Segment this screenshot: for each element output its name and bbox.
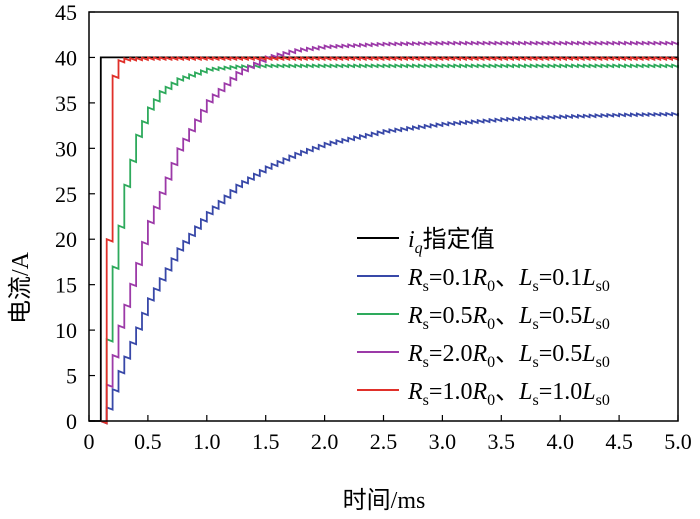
series-line — [100, 56, 679, 425]
x-tick-label: 1.0 — [193, 429, 221, 454]
x-tick-label: 1.5 — [252, 429, 280, 454]
plot-lines — [89, 40, 679, 425]
legend-label: Rs=0.5R0、Ls=0.5Ls0 — [407, 303, 610, 333]
y-axis-label: 电流/A — [7, 251, 34, 324]
y-tick-label: 20 — [55, 227, 77, 252]
y-tick-label: 5 — [66, 364, 77, 389]
x-axis-label: 时间/ms — [343, 487, 426, 514]
y-tick-label: 35 — [55, 91, 77, 116]
legend-label-iq: iq指定值 — [408, 226, 495, 257]
legend-label: Rs=0.1R0、Ls=0.1Ls0 — [407, 265, 610, 295]
y-tick-label: 45 — [55, 0, 77, 25]
x-tick-label: 4.0 — [546, 429, 574, 454]
x-tick-label: 0 — [84, 429, 95, 454]
x-tick-label: 5.0 — [664, 429, 692, 454]
x-tick-label: 2.0 — [311, 429, 339, 454]
series-line — [100, 40, 679, 425]
y-tick-label: 40 — [55, 45, 77, 70]
series-line — [100, 63, 679, 425]
x-tick-label: 3.0 — [429, 429, 457, 454]
y-tick-label: 10 — [55, 318, 77, 343]
x-tick-label: 2.5 — [370, 429, 398, 454]
legend-label: Rs=2.0R0、Ls=0.5Ls0 — [407, 341, 610, 371]
y-tick-label: 0 — [66, 409, 77, 434]
x-tick-label: 4.5 — [605, 429, 633, 454]
x-tick-label: 3.5 — [488, 429, 516, 454]
legend-label: Rs=1.0R0、Ls=1.0Ls0 — [407, 379, 610, 409]
y-tick-label: 30 — [55, 136, 77, 161]
ticks: 0 0.5 1.0 1.5 2.0 2.5 3.0 3.5 4.0 4.5 5.0 0 5 10 15 20 2… — [55, 0, 692, 454]
x-tick-label: 0.5 — [134, 429, 162, 454]
y-tick-label: 25 — [55, 182, 77, 207]
series-line — [100, 111, 679, 425]
legend: iq指定值 Rs=0.1R0、Ls=0.1Ls0 Rs=0.5R0、Ls=0.5L… — [357, 226, 610, 409]
y-tick-label: 15 — [55, 273, 77, 298]
